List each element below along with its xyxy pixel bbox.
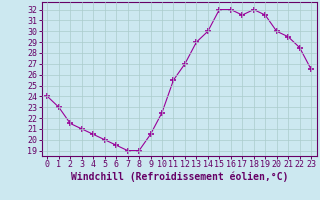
X-axis label: Windchill (Refroidissement éolien,°C): Windchill (Refroidissement éolien,°C) [70, 172, 288, 182]
